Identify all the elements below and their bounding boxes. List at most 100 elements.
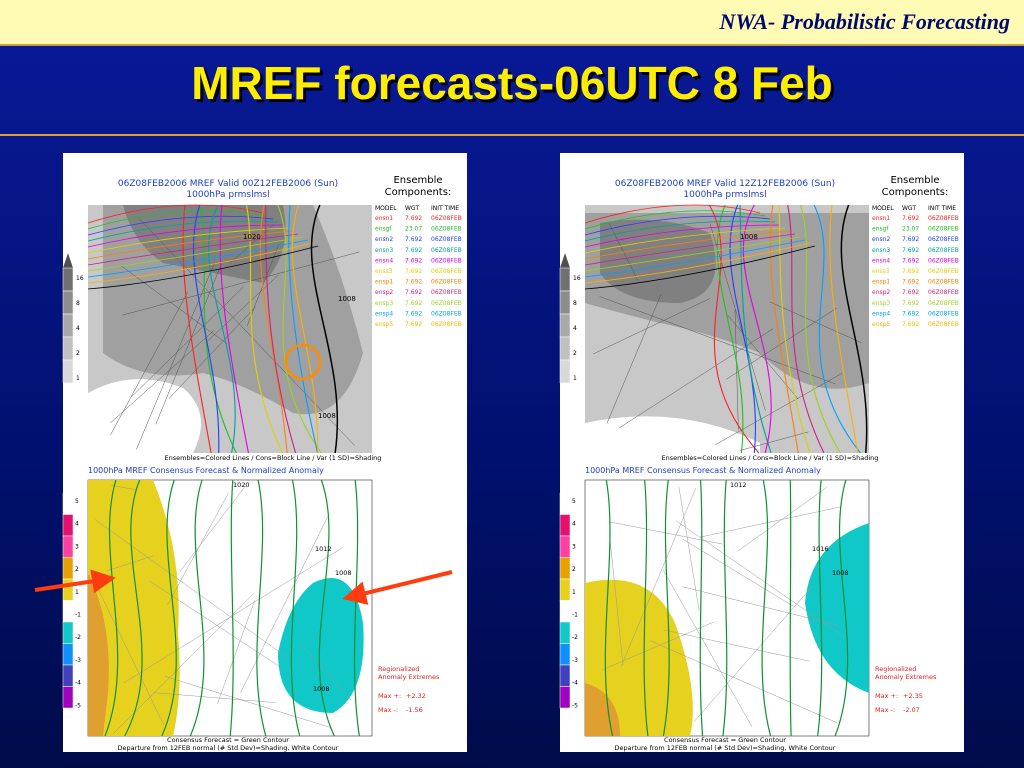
component-cell: 06Z08FEB (928, 268, 959, 275)
table-header: WGT (902, 205, 916, 212)
component-cell: 7.692 (902, 247, 919, 254)
ensemble-heading: Ensemble (393, 175, 442, 186)
table-header: MODEL (872, 205, 894, 212)
ensemble-contour (87, 215, 274, 236)
colorbar-swatch (559, 359, 571, 384)
colorbar-swatch (62, 492, 74, 515)
state-line (110, 330, 215, 424)
consensus-contour (189, 479, 205, 737)
colorbar-label: -2 (572, 634, 578, 641)
pointer-arrow (342, 570, 453, 605)
consensus-contour (604, 479, 614, 737)
component-cell: 7.692 (902, 279, 919, 286)
colorbar-label: -1 (75, 612, 81, 619)
colorbar-label: 3 (572, 543, 576, 550)
state-line (737, 487, 827, 552)
ensemble-contour (208, 204, 236, 454)
state-line (89, 571, 164, 725)
extreme-value: Max -: (875, 706, 895, 714)
map-title: 1000hPa prmslmsl (186, 190, 269, 200)
component-cell: 06Z08FEB (431, 257, 462, 264)
colorbar-swatch (62, 600, 74, 623)
colorbar-label: -5 (572, 702, 578, 709)
state-line (137, 217, 355, 446)
colorbar-label: 4 (573, 325, 577, 332)
component-cell: enss3 (872, 268, 890, 275)
colorbar-label: -2 (75, 634, 81, 641)
state-line (739, 431, 809, 451)
contour-label: 1008 (740, 233, 758, 241)
map-panel: 06Z08FEB2006 MREF Valid 00Z12FEB2006 (Su… (62, 153, 467, 752)
colorbar-label: 2 (572, 566, 576, 573)
map-title: 06Z08FEB2006 MREF Valid 00Z12FEB2006 (Su… (118, 179, 338, 189)
colorbar-swatch (62, 621, 74, 644)
contour-label: 1008 (313, 685, 330, 693)
consensus-contour (318, 479, 335, 737)
ensemble-contour (87, 227, 289, 254)
component-cell: 23.07 (405, 226, 422, 233)
component-cell: ensp1 (872, 279, 890, 286)
contour-label: 1008 (832, 569, 849, 577)
colorbar-swatch (559, 643, 571, 666)
colorbar-label: 2 (76, 350, 80, 357)
colorbar-cap (63, 253, 73, 268)
component-cell: ensn2 (872, 236, 890, 243)
colorbar-swatch (559, 290, 571, 315)
lower-caption: Consensus Forecast = Green Contour (167, 736, 289, 744)
consensus-contour (643, 479, 649, 737)
ensemble-contour (584, 239, 806, 278)
map-title: 1000hPa prmslmsl (683, 190, 766, 200)
component-cell: 7.692 (405, 279, 422, 286)
extreme-value: -1.56 (406, 706, 423, 714)
component-cell: 7.692 (405, 236, 422, 243)
state-line (94, 519, 289, 659)
ensemble-contour (742, 204, 772, 454)
table-header: WGT (405, 205, 419, 212)
colorbar-swatch (62, 643, 74, 666)
consensus-contour (229, 479, 234, 737)
colorbar-swatch (62, 359, 74, 384)
colorbar-swatch (559, 492, 571, 515)
component-cell: 06Z08FEB (928, 300, 959, 307)
component-cell: ensp4 (872, 310, 890, 317)
consensus-contour (161, 479, 177, 737)
colorbar-swatch (62, 535, 74, 558)
component-cell: ensgf (375, 226, 392, 233)
extreme-value: +2.32 (406, 692, 426, 700)
state-line (619, 328, 774, 429)
colorbar-label: -3 (75, 657, 81, 664)
extremes-heading: Regionalized (378, 665, 419, 673)
consensus-contour (256, 479, 267, 737)
colorbar-swatch (62, 267, 74, 292)
ensemble-contour (778, 204, 811, 454)
low-variance (585, 416, 760, 453)
consensus-contour (817, 479, 823, 737)
state-line (122, 251, 360, 316)
ensemble-contour (87, 245, 319, 290)
component-cell: ensp5 (872, 321, 890, 328)
state-line (715, 372, 843, 446)
component-cell: 7.692 (902, 215, 919, 222)
state-line (164, 676, 332, 729)
ensemble-contour (288, 204, 319, 454)
ensemble-contour (87, 220, 279, 242)
colorbar-swatch (559, 600, 571, 623)
component-cell: 06Z08FEB (431, 236, 462, 243)
state-line (240, 517, 328, 693)
state-line (229, 223, 275, 264)
component-cell: ensp1 (375, 279, 393, 286)
upper-caption: Ensembles=Colored Lines / Cons=Block Lin… (165, 454, 382, 462)
slide-title: MREF forecasts-06UTC 8 Feb (191, 57, 833, 109)
header-text: NWA- Probabilistic Forecasting (719, 9, 1010, 35)
ensemble-contour (87, 204, 264, 224)
ensemble-contour (584, 220, 776, 242)
colorbar-swatch (62, 664, 74, 687)
ensemble-contour (829, 204, 859, 454)
state-line (155, 263, 222, 425)
colorbar-label: 4 (572, 521, 576, 528)
colorbar-swatch (559, 267, 571, 292)
colorbar-swatch (559, 535, 571, 558)
map-panel: 06Z08FEB2006 MREF Valid 12Z12FEB2006 (Su… (559, 153, 964, 752)
component-cell: 06Z08FEB (928, 247, 959, 254)
